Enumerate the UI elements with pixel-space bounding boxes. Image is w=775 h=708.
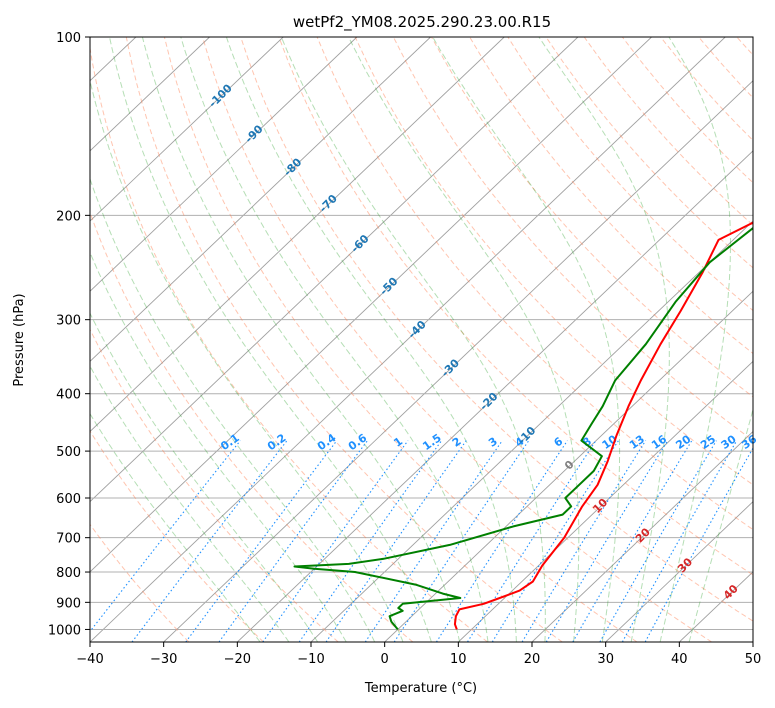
isotherm-line xyxy=(90,37,579,503)
mixing-ratio-line xyxy=(521,440,647,642)
isotherm-line xyxy=(90,37,431,362)
dry-adiabat xyxy=(316,37,753,531)
isotherm-line xyxy=(237,150,753,642)
isotherm-line xyxy=(384,290,753,642)
mixing-ratio-line xyxy=(90,440,241,633)
isotherm-line xyxy=(90,37,726,642)
mixing-ratio-line xyxy=(364,440,503,642)
y-tick-label: 500 xyxy=(56,445,81,460)
mixing-ratio-line xyxy=(572,440,693,642)
y-tick-label: 200 xyxy=(56,209,81,224)
dry-adiabat xyxy=(202,37,712,642)
isotherm-line xyxy=(90,37,358,292)
x-tick-label: 10 xyxy=(450,652,467,667)
y-tick-label: 900 xyxy=(56,596,81,611)
isotherm-line xyxy=(90,37,652,573)
moist-adiabat xyxy=(280,37,546,642)
dry-adiabat xyxy=(240,37,753,622)
mixing-ratio-line xyxy=(491,440,619,642)
x-tick-label: 40 xyxy=(671,652,688,667)
dry-adiabat xyxy=(90,211,414,642)
x-tick-label: −10 xyxy=(297,652,324,667)
moist-adiabat xyxy=(90,78,404,642)
dry-adiabat xyxy=(163,37,638,642)
moist-adiabat xyxy=(90,177,376,642)
moist-adiabat xyxy=(225,37,517,642)
moist-adiabat xyxy=(109,37,432,642)
axes: −40 −30 −20 −10 0 10 20 30 40 50 100 200 300 400 500 60… xyxy=(48,31,761,667)
isotherm-line xyxy=(163,80,753,642)
x-axis-label: Temperature (°C) xyxy=(364,681,477,696)
dry-adiabat xyxy=(90,523,190,642)
moist-adiabat xyxy=(538,37,670,642)
x-tick-label: 30 xyxy=(597,652,614,667)
isotherm-line xyxy=(90,37,505,433)
mixing-ratio-line xyxy=(545,440,669,642)
dry-adiabat xyxy=(469,37,753,355)
profile-series xyxy=(293,221,753,631)
y-tick-label: 400 xyxy=(56,388,81,403)
mixing-ratio-line xyxy=(467,440,597,642)
isotherm-line xyxy=(605,501,753,642)
mixing-ratio-line xyxy=(621,440,738,642)
isotherm-line xyxy=(90,37,284,222)
mixing-ratio-line xyxy=(298,440,443,642)
y-tick-label: 600 xyxy=(56,492,81,507)
y-tick-label: 1000 xyxy=(48,623,81,638)
chart-title: wetPf2_YM08.2025.290.23.00.R15 xyxy=(293,13,551,32)
mixing-ratio-line xyxy=(644,447,753,642)
mixing-ratio-line xyxy=(185,440,338,642)
mixing-ratio-line xyxy=(435,440,568,642)
y-tick-label: 300 xyxy=(56,314,81,329)
dry-adiabat xyxy=(125,37,563,642)
y-tick-label: 700 xyxy=(56,532,81,547)
moist-adiabat xyxy=(432,37,621,642)
y-tick-label: 800 xyxy=(56,566,81,581)
isotherm-line xyxy=(90,37,210,152)
dewpoint-profile xyxy=(293,226,753,631)
isotherm-line xyxy=(531,430,753,642)
x-tick-label: 0 xyxy=(381,652,389,667)
x-tick-label: 20 xyxy=(524,652,541,667)
y-tick-label: 100 xyxy=(56,31,81,46)
plot-frame xyxy=(89,36,754,643)
y-axis-label: Pressure (hPa) xyxy=(12,293,27,386)
dry-adiabat xyxy=(392,37,753,442)
isotherm-line xyxy=(310,220,753,642)
x-tick-label: 50 xyxy=(745,652,762,667)
moist-adiabat xyxy=(90,312,319,642)
dry-adiabat xyxy=(90,429,264,642)
x-tick-label: −40 xyxy=(76,652,103,667)
isotherm-line xyxy=(458,360,753,642)
mixing-ratio-line xyxy=(218,440,368,642)
plot-background-lines xyxy=(90,37,753,642)
moist-adiabat xyxy=(180,37,489,642)
mixing-ratio-line xyxy=(325,440,467,642)
mixing-ratio-line xyxy=(262,440,409,642)
x-tick-label: −30 xyxy=(150,652,177,667)
temperature-profile xyxy=(453,221,753,630)
mixing-ratio-line xyxy=(393,440,530,642)
moist-adiabat xyxy=(90,251,347,642)
x-tick-label: −20 xyxy=(224,652,251,667)
